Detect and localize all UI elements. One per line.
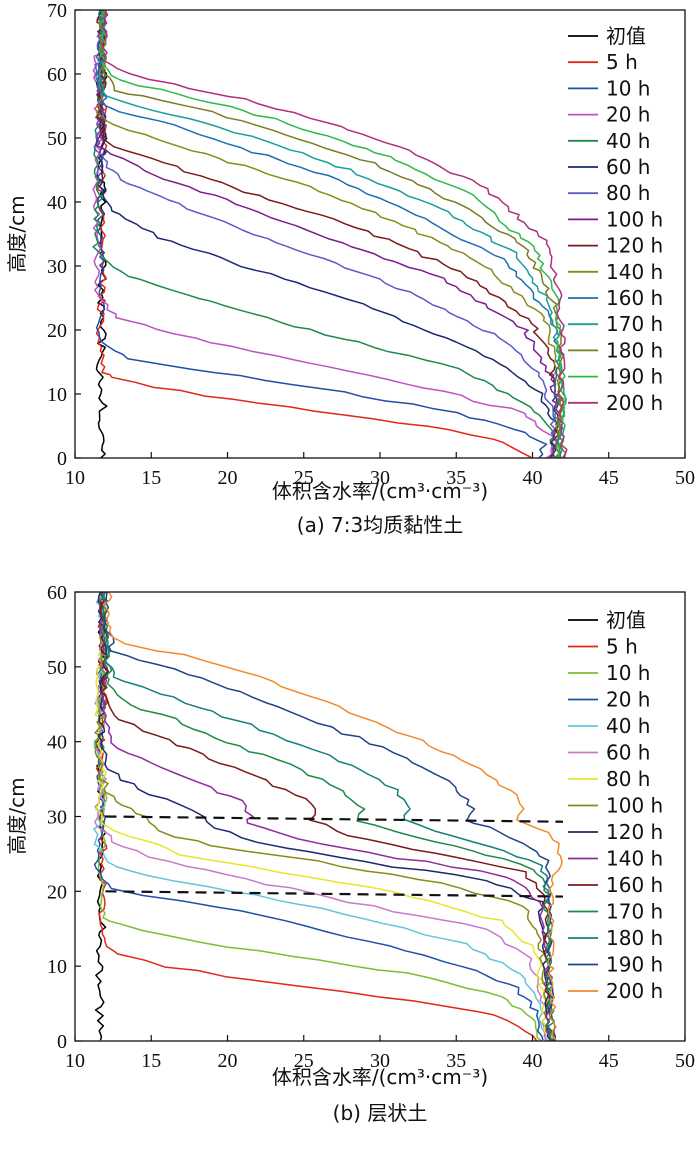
x-tick-label: 35 <box>446 1050 466 1072</box>
series-line-80h <box>93 9 561 459</box>
y-tick-label: 10 <box>47 384 67 406</box>
legend-label: 140 h <box>606 847 663 871</box>
legend-label: 190 h <box>606 953 663 977</box>
x-tick-label: 20 <box>218 1050 238 1072</box>
legend-label: 初值 <box>606 608 646 632</box>
x-tick-label: 30 <box>370 1050 390 1072</box>
legend-label: 100 h <box>606 207 663 231</box>
series-line-180h <box>101 591 556 1042</box>
panel-b-plot-lines <box>93 591 563 1042</box>
x-tick-label: 15 <box>141 467 161 489</box>
legend-label: 80 h <box>606 181 650 205</box>
legend-label: 10 h <box>606 76 650 100</box>
legend-label: 5 h <box>606 50 638 74</box>
series-line-60h <box>95 9 560 459</box>
legend-label: 140 h <box>606 260 663 284</box>
series-line-180h <box>98 9 567 459</box>
series-line-200h <box>102 591 563 1041</box>
panel-b-layer-boundaries <box>105 815 564 898</box>
panel-b-x-axis-label: 体积含水率/(cm³·cm⁻³) <box>272 1065 488 1089</box>
legend-label: 180 h <box>606 926 663 950</box>
legend-label: 40 h <box>606 714 650 738</box>
series-line-200h <box>100 9 568 459</box>
x-tick-label: 30 <box>370 467 390 489</box>
series-line-40h <box>92 9 556 458</box>
series-line-120h <box>96 9 563 459</box>
legend-label: 120 h <box>606 234 663 258</box>
legend-label: 60 h <box>606 741 650 765</box>
legend-label: 20 h <box>606 688 650 712</box>
x-tick-label: 25 <box>294 1050 314 1072</box>
legend-label: 80 h <box>606 767 650 791</box>
y-tick-label: 30 <box>47 256 67 278</box>
y-tick-label: 40 <box>47 732 67 754</box>
series-line-190h <box>102 591 557 1042</box>
panel-a-plot-frame <box>74 9 686 459</box>
legend-label: 200 h <box>606 391 663 415</box>
y-tick-label: 60 <box>47 582 67 604</box>
x-tick-label: 45 <box>599 1050 619 1072</box>
x-tick-label: 40 <box>523 1050 543 1072</box>
panel-a-y-axis-label: 高度/cm <box>5 195 29 272</box>
legend-label: 190 h <box>606 365 663 389</box>
y-tick-label: 70 <box>47 0 67 22</box>
y-tick-label: 60 <box>47 64 67 86</box>
panel-b-caption: (b) 层状土 <box>333 1101 428 1125</box>
legend-label: 160 h <box>606 873 663 897</box>
x-tick-label: 40 <box>523 467 543 489</box>
x-tick-label: 25 <box>294 467 314 489</box>
series-line-160h <box>96 9 562 459</box>
y-tick-label: 20 <box>47 320 67 342</box>
x-tick-label: 15 <box>141 1050 161 1072</box>
x-tick-label: 10 <box>65 467 85 489</box>
legend-label: 20 h <box>606 103 650 127</box>
legend-label: 180 h <box>606 338 663 362</box>
panel-a-x-axis-label: 体积含水率/(cm³·cm⁻³) <box>272 479 488 503</box>
layer-boundary-dashed-line <box>105 890 564 898</box>
panel-b-y-axis-label: 高度/cm <box>5 777 29 854</box>
x-tick-label: 45 <box>599 467 619 489</box>
series-line-40h <box>93 591 547 1042</box>
x-tick-label: 50 <box>675 1050 695 1072</box>
legend-label: 100 h <box>606 794 663 818</box>
series-line-140h <box>95 9 566 459</box>
series-line-80h <box>94 591 551 1042</box>
legend-label: 200 h <box>606 979 663 1003</box>
legend-label: 170 h <box>606 312 663 336</box>
legend-label: 120 h <box>606 820 663 844</box>
x-tick-label: 35 <box>446 467 466 489</box>
x-tick-label: 20 <box>218 467 238 489</box>
legend-label: 5 h <box>606 635 638 659</box>
layer-boundary-dashed-line <box>105 815 564 823</box>
legend-label: 170 h <box>606 900 663 924</box>
legend-label: 初值 <box>606 24 646 48</box>
panel-a-plot-lines <box>92 9 568 459</box>
y-tick-label: 20 <box>47 881 67 903</box>
series-line-10h <box>95 9 548 459</box>
x-tick-label: 10 <box>65 1050 85 1072</box>
legend-label: 10 h <box>606 661 650 685</box>
y-tick-label: 40 <box>47 192 67 214</box>
legend-label: 60 h <box>606 155 650 179</box>
panel-a-caption: (a) 7:3均质黏性土 <box>297 513 463 537</box>
y-tick-label: 30 <box>47 807 67 829</box>
y-tick-label: 10 <box>47 956 67 978</box>
y-tick-label: 50 <box>47 657 67 679</box>
y-tick-label: 50 <box>47 128 67 150</box>
legend-label: 40 h <box>606 129 650 153</box>
series-line-190h <box>98 9 567 459</box>
series-line-20h <box>93 591 544 1041</box>
y-tick-label: 0 <box>57 1031 67 1053</box>
y-tick-label: 0 <box>57 448 67 470</box>
x-tick-label: 50 <box>675 467 695 489</box>
legend-label: 160 h <box>606 286 663 310</box>
